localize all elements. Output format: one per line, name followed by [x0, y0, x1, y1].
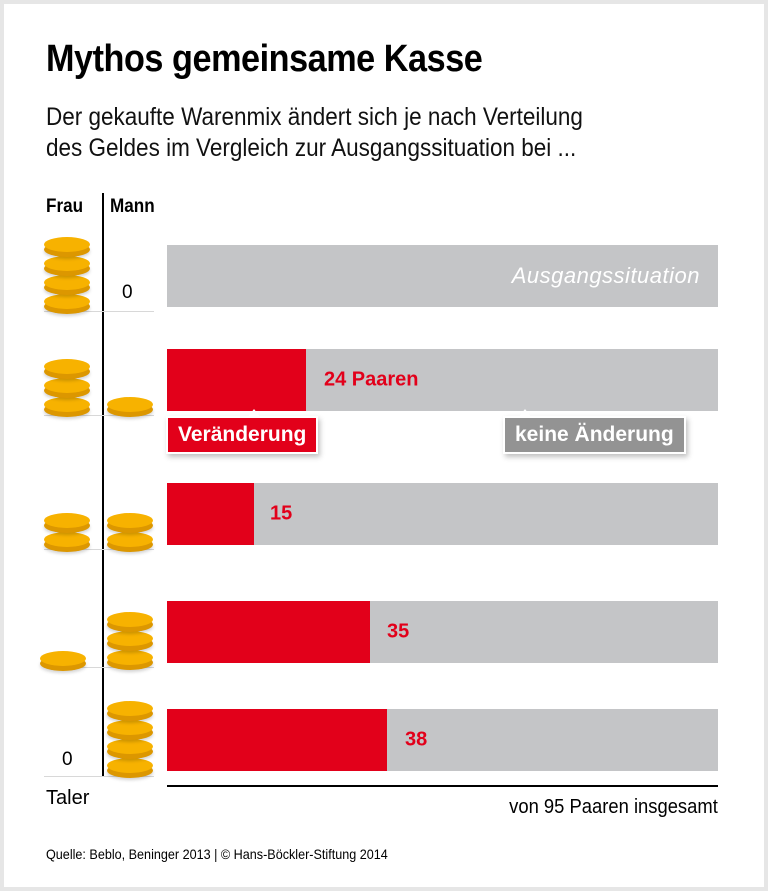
chart-subtitle: Der gekaufte Warenmix ändert sich je nac… [46, 102, 583, 164]
bar-change-segment [167, 349, 306, 411]
tag-pointer-icon [518, 409, 532, 418]
chart-title: Mythos gemeinsame Kasse [46, 38, 483, 80]
coin-icon [107, 612, 153, 632]
bar-value-label: 15 [270, 502, 293, 525]
coin-icon [107, 739, 153, 759]
coin-icon [107, 650, 153, 670]
bar-value-label: 24 Paaren [324, 368, 419, 391]
coin-icon [44, 359, 90, 379]
bar-value-label: 38 [405, 728, 428, 751]
x-axis-line [167, 785, 718, 787]
row-gridline [44, 667, 154, 668]
coin-icon [44, 378, 90, 398]
frau-zero-label: 0 [62, 749, 73, 770]
mann-zero-label: 0 [122, 282, 133, 303]
coin-icon [107, 532, 153, 552]
coin-divider-axis [102, 193, 104, 776]
bar-baseline: Ausgangssituation [167, 245, 718, 307]
bar-row-5: 38 [167, 709, 718, 771]
coin-icon [107, 758, 153, 778]
row-gridline [44, 415, 154, 416]
bar-change-segment [167, 483, 254, 545]
coin-icon [44, 256, 90, 276]
bar-value-label: 35 [387, 620, 410, 643]
coin-icon [107, 397, 153, 417]
coin-icon [44, 275, 90, 295]
bar-row-4: 35 [167, 601, 718, 663]
subtitle-line-2: des Geldes im Vergleich zur Ausgangssitu… [46, 134, 577, 162]
coin-icon [44, 397, 90, 417]
bar-row-3: 15 [167, 483, 718, 545]
source-credit: Quelle: Beblo, Beninger 2013 | © Hans-Bö… [46, 846, 388, 862]
coin-icon [107, 631, 153, 651]
legend-change-label: Veränderung [178, 423, 307, 446]
coin-icon [40, 651, 86, 671]
coin-icon [107, 701, 153, 721]
baseline-label: Ausgangssituation [511, 263, 700, 288]
row-gridline [44, 549, 154, 550]
row-gridline [44, 776, 154, 777]
coin-icon [107, 513, 153, 533]
bar-row-2: 24 Paaren [167, 349, 718, 411]
row-gridline [44, 311, 154, 312]
legend-no-change-tag: keine Änderung [503, 409, 686, 454]
tag-pointer-icon [247, 409, 261, 418]
coin-icon [44, 513, 90, 533]
coin-icon [107, 720, 153, 740]
unit-label: Taler [46, 787, 90, 809]
subtitle-line-1: Der gekaufte Warenmix ändert sich je nac… [46, 103, 583, 131]
legend-change-tag: Veränderung [166, 409, 319, 454]
coin-icon [44, 294, 90, 314]
column-header-frau: Frau [46, 196, 84, 217]
x-axis-label: von 95 Paaren insgesamt [509, 796, 718, 818]
column-header-mann: Mann [110, 196, 155, 217]
coin-icon [44, 237, 90, 257]
bar-change-segment [167, 601, 370, 663]
coin-icon [44, 532, 90, 552]
bar-change-segment [167, 709, 387, 771]
legend-no-change-label: keine Änderung [515, 423, 674, 446]
